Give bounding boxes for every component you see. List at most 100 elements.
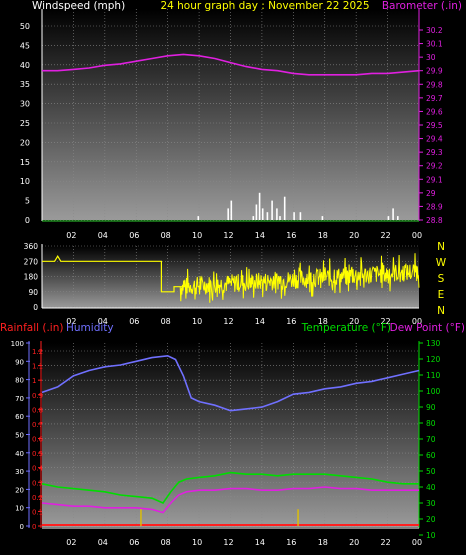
top-x-ticks: 02 04 06 08 10 12 14 16 18 20 22 00 — [66, 231, 422, 240]
y-left-tick-label: 50 — [20, 22, 30, 31]
top-grid — [42, 9, 419, 221]
temp-tick-label: 30 — [426, 499, 436, 508]
y-left-tick-label: 20 — [20, 138, 30, 147]
temp-tick-label: 80 — [426, 419, 436, 428]
y-right-tick-label: 29.7 — [426, 94, 443, 103]
y-tick-label: 90 — [28, 288, 38, 297]
y-right-tick-label: 29.9 — [426, 67, 443, 76]
bot-x-ticks: 02 04 06 08 10 12 14 16 18 20 22 00 — [66, 538, 422, 547]
y-right-tick-label: 29.5 — [426, 121, 443, 130]
wind-bar — [197, 216, 200, 220]
rain-tick-label: 1.2 — [32, 348, 43, 356]
x-tick-label: 16 — [286, 538, 296, 547]
x-tick-label: 18 — [318, 538, 328, 547]
x-tick-label: 22 — [381, 231, 391, 240]
rain-tick-label: 0.2 — [32, 494, 43, 502]
y-right-tick-label: 28.8 — [426, 216, 443, 225]
temp-tick-label: 50 — [426, 467, 436, 476]
chart-title: 24 hour graph day : November 22 2025 — [160, 0, 369, 12]
y-right-tick-label: 29.4 — [426, 135, 443, 144]
direction-label: N — [437, 305, 445, 317]
direction-label: N — [437, 241, 445, 253]
mid-x-ticks: 02 04 06 08 10 12 14 16 18 20 22 00 — [66, 317, 422, 326]
bot-grid — [42, 343, 419, 527]
rain-tick-label: 1 — [32, 377, 36, 385]
wind-bar — [299, 212, 302, 220]
windspeed-label: Windspeed (mph) — [32, 0, 125, 12]
dewpoint-line — [41, 486, 419, 514]
top-left-ticks: 0 5 10 15 20 25 30 35 40 45 50 — [20, 22, 30, 225]
x-tick-label: 12 — [223, 317, 233, 326]
humidity-tick-label: 60 — [15, 413, 24, 421]
rain-tick-label: 0.6 — [32, 436, 44, 444]
x-tick-label: 06 — [129, 538, 139, 547]
y-tick-label: 360 — [24, 242, 39, 251]
wind-bar — [258, 192, 261, 220]
x-tick-label: 08 — [161, 231, 171, 240]
x-tick-label: 14 — [255, 317, 265, 326]
x-tick-label: 08 — [161, 538, 171, 547]
x-tick-label: 18 — [318, 231, 328, 240]
rain-markers — [140, 509, 299, 526]
humidity-line — [41, 354, 420, 412]
wind-bar — [227, 208, 229, 220]
barometer-line — [42, 53, 420, 76]
y-left-tick-label: 0 — [25, 216, 30, 225]
x-tick-label: 20 — [349, 317, 359, 326]
y-left-tick-label: 25 — [20, 119, 30, 128]
dewpoint-label: Dew Point (°F) — [390, 322, 465, 334]
humidity-tick-label: 100 — [11, 340, 24, 348]
x-tick-label: 04 — [98, 231, 108, 240]
x-tick-label: 04 — [98, 317, 108, 326]
humidity-label: Humidity — [66, 322, 114, 334]
barometer-label: Barometer (.in) — [382, 0, 462, 12]
temp-tick-label: 60 — [426, 451, 436, 460]
wind-bar — [321, 216, 324, 220]
y-tick-label: 270 — [24, 257, 39, 266]
x-tick-label: 14 — [255, 538, 265, 547]
wind-bar — [230, 200, 233, 220]
rain-tick-label: 0.8 — [32, 406, 43, 414]
x-tick-label: 18 — [318, 317, 328, 326]
x-tick-label: 12 — [223, 538, 233, 547]
rain-tick-label: 0 — [32, 523, 36, 531]
y-right-tick-label: 30.1 — [426, 40, 443, 49]
y-right-tick-label: 29.3 — [426, 148, 443, 157]
x-tick-label: 20 — [349, 231, 359, 240]
y-right-tick-label: 28.9 — [426, 202, 443, 211]
temperature-label: Temperature (°F) — [301, 322, 391, 334]
humidity-tick-label: 20 — [15, 486, 24, 494]
y-left-tick-label: 30 — [20, 100, 30, 109]
x-tick-label: 00 — [412, 538, 422, 547]
y-left-tick-label: 40 — [20, 61, 30, 70]
rain-tick-label: 0.7 — [32, 421, 43, 429]
wind-bar — [271, 200, 273, 220]
y-left-tick-label: 10 — [20, 177, 30, 186]
x-tick-label: 02 — [66, 538, 76, 547]
x-tick-label: 16 — [286, 317, 296, 326]
rain-tick-label: 0.5 — [32, 450, 43, 458]
humidity-tick-label: 10 — [15, 505, 24, 513]
y-right-tick-label: 29.2 — [426, 162, 443, 171]
temp-tick-label: 70 — [426, 435, 436, 444]
wind-direction-noise-line — [179, 253, 420, 303]
temp-tick-label: 10 — [426, 531, 436, 540]
wind-bars — [197, 192, 399, 220]
temp-tick-label: 40 — [426, 483, 436, 492]
humidity-tick-label: 30 — [15, 468, 24, 476]
humidity-tick-label: 90 — [15, 358, 24, 366]
temp-tick-label: 100 — [426, 387, 441, 396]
x-tick-label: 10 — [192, 231, 202, 240]
temp-tick-label: 130 — [426, 339, 441, 348]
wind-bar — [276, 208, 278, 220]
temperature-line — [41, 471, 419, 504]
wind-bar — [252, 216, 255, 220]
x-tick-label: 00 — [412, 317, 422, 326]
wind-bar — [261, 208, 264, 220]
x-tick-label: 12 — [223, 231, 233, 240]
top-right-ticks: 28.8 28.9 29 29.1 29.2 29.3 29.4 29.5 29.6 29.7 29… — [419, 26, 443, 225]
y-left-tick-label: 35 — [20, 80, 30, 89]
x-tick-label: 20 — [349, 538, 359, 547]
